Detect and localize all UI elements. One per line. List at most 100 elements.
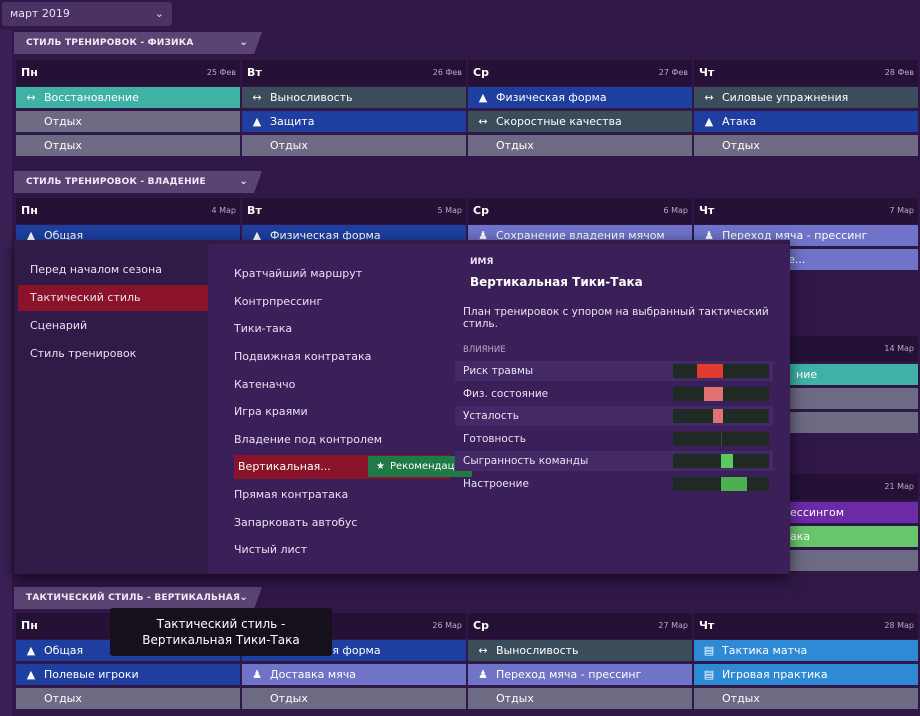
session-cell[interactable]: ние	[790, 364, 918, 385]
session-cell[interactable]: ▲ Атака	[694, 111, 918, 132]
clipboard-icon: ▤	[703, 668, 715, 681]
day-name: Ср	[473, 66, 489, 79]
day-name: Вт	[247, 204, 262, 217]
influence-meter	[673, 431, 769, 446]
session-cell[interactable]: Отдых	[694, 135, 918, 156]
chevron-down-icon: ⌄	[239, 37, 248, 48]
section-title: СТИЛЬ ТРЕНИРОВОК - ФИЗИКА	[26, 38, 194, 48]
session-cell[interactable]	[790, 550, 918, 571]
session-cell[interactable]	[790, 412, 918, 433]
style-item[interactable]: Запарковать автобус	[234, 516, 358, 529]
session-cell[interactable]: Отдых	[694, 688, 918, 709]
session-label: Переход мяча - прессинг	[722, 229, 868, 242]
day-date: 26 Мар	[432, 621, 462, 630]
day-header: Ср 27 Мар	[468, 613, 692, 639]
month-label: март 2019	[10, 7, 70, 20]
session-cell[interactable]: ↔ Выносливость	[242, 87, 466, 108]
session-label: Переход мяча - прессинг	[496, 668, 642, 681]
session-cell[interactable]: ака	[790, 526, 918, 547]
schedule-picker-popup: Перед началом сезона Тактический стиль С…	[14, 240, 790, 574]
session-cell[interactable]: ♟ Доставка мяча	[242, 664, 466, 685]
dumbbell-icon: ↔	[704, 91, 714, 104]
cone-icon: ▲	[704, 115, 714, 128]
category-list: Перед началом сезона Тактический стиль С…	[14, 240, 218, 574]
session-cell[interactable]: Отдых	[16, 135, 240, 156]
session-cell[interactable]: ессингом	[790, 502, 918, 523]
style-item[interactable]: Чистый лист	[234, 543, 308, 556]
session-label: Восстановление	[44, 91, 139, 104]
day-date: 26 Фев	[432, 68, 462, 77]
style-description: План тренировок с упором на выбранный та…	[463, 306, 769, 330]
meter-fill	[721, 477, 747, 491]
style-item[interactable]: Игра краями	[234, 405, 308, 418]
session-cell[interactable]: ▤ Тактика матча	[694, 640, 918, 661]
influence-label: Настроение	[463, 478, 529, 490]
section-header-physical[interactable]: СТИЛЬ ТРЕНИРОВОК - ФИЗИКА ⌄	[14, 32, 262, 54]
session-label: Отдых	[722, 139, 760, 152]
style-item-selected[interactable]: Вертикальная... ★ Рекомендация	[234, 455, 472, 479]
session-cell[interactable]: ▤ Игровая практика	[694, 664, 918, 685]
dumbbell-icon: ↔	[26, 91, 36, 104]
session-cell[interactable]: Отдых	[242, 688, 466, 709]
influence-meter	[673, 409, 769, 424]
session-cell[interactable]: ▲ Защита	[242, 111, 466, 132]
influence-label: Физ. состояние	[463, 387, 549, 400]
session-cell[interactable]: ↔ Выносливость	[468, 640, 692, 661]
session-cell[interactable]: Отдых	[468, 135, 692, 156]
style-item[interactable]: Подвижная контратака	[234, 350, 372, 363]
day-header: 14 Мар	[790, 336, 918, 362]
style-item[interactable]: Катеначчо	[234, 378, 296, 391]
day-date: 27 Фев	[658, 68, 688, 77]
day-header: Пн 4 Мар	[16, 198, 240, 224]
style-item[interactable]: Прямая контратака	[234, 488, 349, 501]
session-cell[interactable]: ↔ Скоростные качества	[468, 111, 692, 132]
day-header: Чт 28 Фев	[694, 60, 918, 86]
style-item[interactable]: Владение под контролем	[234, 433, 383, 446]
session-label: Доставка мяча	[270, 668, 357, 681]
month-select[interactable]: март 2019 ⌄	[2, 2, 172, 26]
influence-label: Риск травмы	[463, 365, 534, 377]
influence-row: Усталость	[455, 406, 773, 427]
influence-header: ВЛИЯНИЕ	[463, 345, 506, 355]
influence-meter	[673, 364, 769, 378]
session-label: Отдых	[496, 139, 534, 152]
style-item[interactable]: Тики-така	[234, 322, 293, 335]
influence-label: Готовность	[463, 432, 526, 445]
influence-row: Настроение	[455, 474, 773, 494]
category-preseason[interactable]: Перед началом сезона	[18, 257, 218, 283]
category-training-style[interactable]: Стиль тренировок	[18, 341, 218, 367]
session-cell[interactable]	[790, 388, 918, 409]
name-header: ИМЯ	[470, 257, 494, 267]
style-item[interactable]: Контрпрессинг	[234, 295, 323, 308]
style-item[interactable]: Кратчайший маршрут	[234, 267, 363, 280]
day-name: Пн	[21, 204, 38, 217]
cone-icon: ▲	[478, 91, 488, 104]
category-tactical-style[interactable]: Тактический стиль	[18, 285, 218, 311]
session-cell[interactable]: Отдых	[242, 135, 466, 156]
session-label: Отдых	[722, 692, 760, 705]
influence-row: Физ. состояние	[455, 384, 773, 404]
session-cell[interactable]: ▲ Полевые игроки	[16, 664, 240, 685]
day-header: 21 Мар	[790, 474, 918, 500]
day-header: Вт 26 Фев	[242, 60, 466, 86]
runner-icon: ♟	[252, 668, 262, 681]
category-scenario[interactable]: Сценарий	[18, 313, 218, 339]
session-label: Отдых	[270, 139, 308, 152]
session-cell[interactable]: ♟ Переход мяча - прессинг	[468, 664, 692, 685]
session-cell[interactable]: Отдых	[468, 688, 692, 709]
session-cell[interactable]: ↔ Силовые упражнения	[694, 87, 918, 108]
influence-meter	[673, 477, 769, 491]
star-icon: ★	[376, 461, 385, 472]
session-cell[interactable]: Отдых	[16, 111, 240, 132]
session-cell[interactable]: ↔ Восстановление	[16, 87, 240, 108]
session-cell[interactable]: ▲ Физическая форма	[468, 87, 692, 108]
day-name: Чт	[699, 66, 715, 79]
day-name: Вт	[247, 66, 262, 79]
day-date: 5 Мар	[437, 206, 462, 215]
session-cell[interactable]: Отдых	[16, 688, 240, 709]
section-header-possession[interactable]: СТИЛЬ ТРЕНИРОВОК - ВЛАДЕНИЕ ⌄	[14, 171, 262, 193]
cone-icon: ▲	[26, 668, 36, 681]
day-date: 14 Мар	[884, 344, 914, 353]
session-label: Сохранение владения мячом	[496, 229, 665, 242]
section-header-tactical[interactable]: ТАКТИЧЕСКИЙ СТИЛЬ - ВЕРТИКАЛЬНАЯ ТИКИ...…	[14, 587, 262, 609]
